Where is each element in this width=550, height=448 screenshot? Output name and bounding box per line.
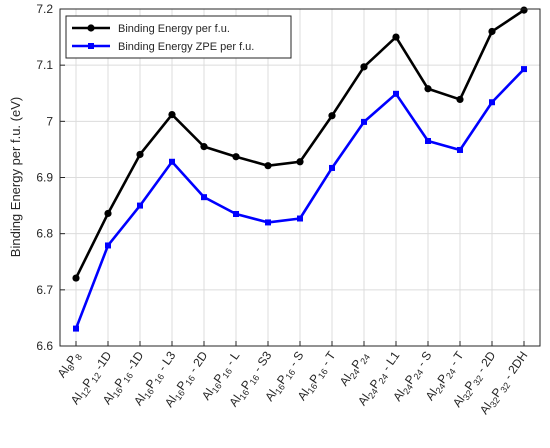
x-tick-label-subscript: 16 (210, 381, 224, 395)
x-tick-label-subscript: 16 (220, 366, 234, 380)
series-2 (73, 66, 527, 332)
y-tick-label: 6.8 (36, 227, 53, 241)
y-axis: 6.6 6.7 6.8 6.9 7 7.1 7.2 (36, 2, 65, 353)
x-tick-label-subscript: 8 (66, 363, 77, 373)
x-tick-label-part: - 2D (184, 348, 211, 378)
x-tick-label-subscript: 24 (444, 367, 458, 381)
data-point (328, 112, 336, 120)
legend-box (65, 15, 292, 59)
legend-label: Binding Energy ZPE per f.u. (118, 41, 254, 53)
x-tick-label-subscript: 32 (461, 388, 475, 402)
x-tick-label-subscript: 12 (89, 371, 103, 385)
data-point (488, 27, 496, 36)
data-point (105, 242, 111, 249)
y-tick-label: 7.1 (36, 58, 53, 72)
x-tick-label-part: - 2DH (499, 349, 530, 385)
x-tick-label-subscript: 16 (173, 388, 187, 402)
x-tick-label-subscript: 16 (183, 373, 197, 387)
x-tick-label-subscript: 24 (358, 352, 372, 366)
data-point (73, 325, 79, 332)
data-point (456, 95, 464, 104)
x-tick-label-subscript: 32 (498, 381, 512, 395)
x-tick-label-subscript: 24 (434, 381, 448, 395)
x-tick-label-subscript: 24 (411, 367, 425, 381)
data-point (424, 85, 432, 93)
x-tick-label-subscript: 16 (248, 373, 262, 387)
data-point (200, 143, 208, 151)
grid (60, 8, 540, 347)
data-point (329, 164, 335, 171)
x-tick-label-subscript: 8 (73, 352, 84, 362)
series-layer (72, 6, 528, 332)
x-tick-label-subscript: 32 (488, 395, 502, 409)
series-1 (72, 6, 528, 282)
data-point (393, 90, 399, 97)
x-tick-label-subscript: 12 (79, 385, 93, 399)
data-point (489, 99, 495, 106)
x-tick-label-subscript: 32 (471, 373, 485, 387)
data-point (72, 274, 80, 282)
x-tick-label-subscript: 16 (142, 387, 156, 401)
data-point (168, 110, 176, 119)
x-tick-label-subscript: 16 (306, 381, 320, 395)
x-tick-label-subscript: 24 (366, 387, 380, 401)
legend: Binding Energy per f.u. Binding Energy ZP… (65, 15, 292, 59)
x-tick-label-subscript: 24 (348, 367, 362, 381)
x-tick-label-subscript: 24 (401, 382, 415, 396)
y-axis-label: Binding Energy per f.u. (eV) (8, 97, 23, 257)
x-tick-label-subscript: 16 (111, 385, 125, 399)
x-tick-label-part: - L1 (377, 348, 402, 376)
x-tick-label: Al24P24 (337, 349, 372, 390)
x-tick-label-subscript: 16 (121, 371, 135, 385)
legend-label: Binding Energy per f.u. (118, 23, 230, 35)
data-point (360, 63, 368, 71)
legend-item: Binding Energy ZPE per f.u. (72, 41, 254, 53)
x-tick-label-part: - S3 (248, 348, 274, 377)
data-point (392, 33, 400, 41)
x-tick-label-subscript: 16 (237, 388, 251, 402)
x-tick-label-part: - L3 (153, 348, 178, 376)
data-point (169, 158, 175, 165)
data-point (296, 158, 304, 166)
x-tick-label-subscript: 16 (152, 372, 166, 386)
data-point (137, 202, 143, 209)
data-point (521, 66, 527, 73)
data-point (361, 118, 367, 125)
data-point (232, 153, 240, 161)
y-tick-label: 7.2 (36, 2, 53, 16)
x-tick-label: Al8P8 (55, 349, 85, 382)
x-tick-label-subscript: 16 (283, 367, 297, 381)
x-tick-label-subscript: 24 (376, 372, 390, 386)
data-point (201, 194, 207, 201)
legend-marker (87, 24, 95, 32)
data-point (264, 162, 272, 170)
data-point (457, 146, 463, 153)
y-tick-label: 6.9 (36, 171, 53, 185)
y-tick-label: 6.6 (36, 339, 53, 353)
data-point (297, 215, 303, 222)
x-tick-label-subscript: 16 (273, 382, 287, 396)
data-point (425, 137, 431, 144)
y-tick-label: 6.7 (36, 283, 53, 297)
y-tick-label: 7 (46, 114, 53, 128)
data-point (136, 150, 144, 159)
x-tick-label-subscript: 16 (316, 367, 330, 381)
x-tick-label-part: - 2D (472, 348, 499, 378)
legend-marker (88, 43, 94, 49)
legend-item: Binding Energy per f.u. (72, 23, 230, 35)
data-point (233, 211, 239, 218)
data-point (265, 219, 271, 226)
data-point (520, 6, 528, 14)
data-point (104, 209, 112, 218)
